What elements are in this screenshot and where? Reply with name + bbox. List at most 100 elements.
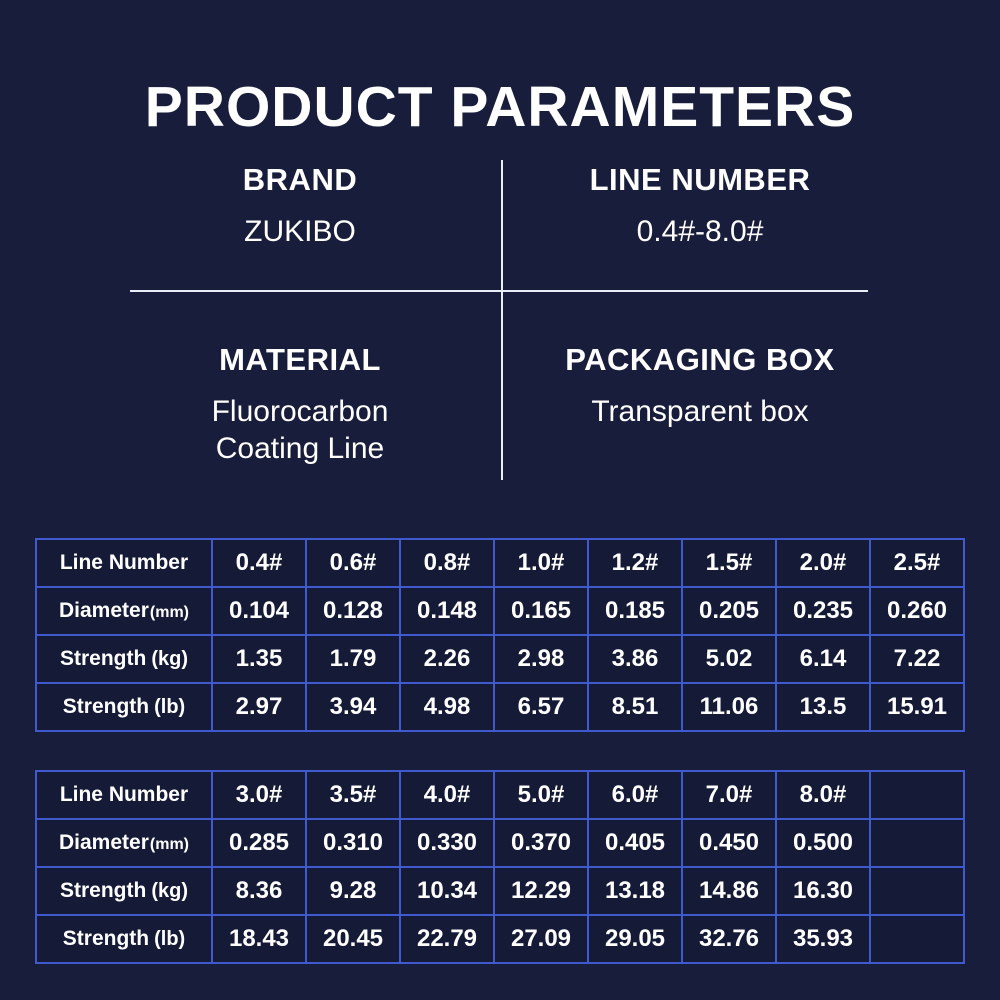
row-label: Strength (lb) (35, 914, 213, 964)
table-cell: 3.86 (587, 634, 683, 684)
table-cell: 0.260 (869, 586, 965, 636)
table-cell: 0.500 (775, 818, 871, 868)
row-label: Strength (kg) (35, 634, 213, 684)
spec-brand-label: BRAND (242, 162, 358, 197)
table-cell: 9.28 (305, 866, 401, 916)
row-label: Strength (lb) (35, 682, 213, 732)
spec-packaging-value: Transparent box (591, 395, 809, 428)
row-label-unit: (lb) (154, 928, 186, 950)
table-row: Diameter(mm) 0.104 0.128 0.148 0.165 0.185 0.2… (35, 586, 965, 636)
table-cell: 3.0# (211, 770, 307, 820)
table-cell: 1.35 (211, 634, 307, 684)
table-cell: 0.405 (587, 818, 683, 868)
spec-packaging: PACKAGING BOX Transparent box (520, 342, 880, 431)
table-cell: 2.97 (211, 682, 307, 732)
table-row: Strength (lb) 2.97 3.94 4.98 6.57 8.51 11.06 13.… (35, 682, 965, 732)
table-cell: 6.57 (493, 682, 589, 732)
row-label: Diameter(mm) (35, 818, 213, 868)
spec-material: MATERIAL Fluorocarbon Coating Line (100, 342, 500, 467)
table-cell: 1.0# (493, 538, 589, 588)
table-row: Line Number 0.4# 0.6# 0.8# 1.0# 1.2# 1.5# 2.0# 2… (35, 538, 965, 588)
table-cell: 22.79 (399, 914, 495, 964)
table-cell: 10.34 (399, 866, 495, 916)
table-cell: 6.0# (587, 770, 683, 820)
table-cell: 20.45 (305, 914, 401, 964)
table-cell: 1.79 (305, 634, 401, 684)
table-cell: 2.5# (869, 538, 965, 588)
spec-material-label: MATERIAL (219, 342, 381, 377)
table-cell: 0.330 (399, 818, 495, 868)
table-cell (869, 770, 965, 820)
table-cell: 0.235 (775, 586, 871, 636)
table-cell: 4.98 (399, 682, 495, 732)
row-label: Strength (kg) (35, 866, 213, 916)
table-cell: 7.22 (869, 634, 965, 684)
table-cell: 0.310 (305, 818, 401, 868)
table-cell: 15.91 (869, 682, 965, 732)
table-cell: 29.05 (587, 914, 683, 964)
table-cell: 6.14 (775, 634, 871, 684)
table-cell: 0.104 (211, 586, 307, 636)
table-cell (869, 914, 965, 964)
spec-table-large-sizes: Line Number 3.0# 3.5# 4.0# 5.0# 6.0# 7.0# 8.0# D… (35, 770, 965, 964)
row-label: Diameter(mm) (35, 586, 213, 636)
table-cell: 8.36 (211, 866, 307, 916)
row-label-unit: (lb) (154, 696, 186, 718)
table-cell: 0.285 (211, 818, 307, 868)
table-cell: 5.0# (493, 770, 589, 820)
spec-brand-value: ZUKIBO (244, 215, 356, 248)
table-cell: 0.6# (305, 538, 401, 588)
horizontal-divider (130, 290, 868, 292)
row-label-unit: (mm) (149, 836, 189, 853)
table-cell: 0.8# (399, 538, 495, 588)
row-label: Line Number (35, 770, 213, 820)
spec-packaging-label: PACKAGING BOX (565, 342, 835, 377)
row-label: Line Number (35, 538, 213, 588)
row-label-unit: (kg) (151, 880, 188, 902)
table-cell: 5.02 (681, 634, 777, 684)
spec-line-number-value: 0.4#-8.0# (636, 215, 764, 248)
table-cell: 2.98 (493, 634, 589, 684)
spec-table-small-sizes: Line Number 0.4# 0.6# 0.8# 1.0# 1.2# 1.5# 2.0# 2… (35, 538, 965, 732)
table-cell: 7.0# (681, 770, 777, 820)
table-row: Diameter(mm) 0.285 0.310 0.330 0.370 0.405 0.4… (35, 818, 965, 868)
table-cell: 8.0# (775, 770, 871, 820)
table-cell: 32.76 (681, 914, 777, 964)
vertical-divider (501, 160, 503, 480)
row-label-unit: (mm) (149, 604, 189, 621)
table-cell: 1.2# (587, 538, 683, 588)
table-cell: 27.09 (493, 914, 589, 964)
table-cell: 0.450 (681, 818, 777, 868)
table-cell: 35.93 (775, 914, 871, 964)
table-cell: 3.5# (305, 770, 401, 820)
table-cell: 0.370 (493, 818, 589, 868)
table-cell: 1.5# (681, 538, 777, 588)
table-cell: 16.30 (775, 866, 871, 916)
table-cell: 13.5 (775, 682, 871, 732)
table-cell: 3.94 (305, 682, 401, 732)
table-cell: 0.185 (587, 586, 683, 636)
table-cell: 8.51 (587, 682, 683, 732)
table-cell: 4.0# (399, 770, 495, 820)
spec-line-number-label: LINE NUMBER (589, 162, 811, 197)
table-cell: 2.0# (775, 538, 871, 588)
table-row: Strength (kg) 1.35 1.79 2.26 2.98 3.86 5.02 6.14… (35, 634, 965, 684)
table-cell: 0.165 (493, 586, 589, 636)
table-cell: 13.18 (587, 866, 683, 916)
page-title: PRODUCT PARAMETERS (144, 75, 856, 139)
table-cell: 11.06 (681, 682, 777, 732)
table-cell: 0.4# (211, 538, 307, 588)
table-cell: 14.86 (681, 866, 777, 916)
table-cell: 0.148 (399, 586, 495, 636)
table-cell: 2.26 (399, 634, 495, 684)
table-row: Strength (kg) 8.36 9.28 10.34 12.29 13.18 14.86… (35, 866, 965, 916)
spec-material-value: Fluorocarbon Coating Line (211, 395, 389, 465)
table-cell: 0.205 (681, 586, 777, 636)
table-cell (869, 818, 965, 868)
table-cell (869, 866, 965, 916)
spec-brand: BRAND ZUKIBO (100, 162, 500, 251)
spec-line-number: LINE NUMBER 0.4#-8.0# (520, 162, 880, 251)
row-label-unit: (kg) (151, 648, 188, 670)
table-cell: 18.43 (211, 914, 307, 964)
